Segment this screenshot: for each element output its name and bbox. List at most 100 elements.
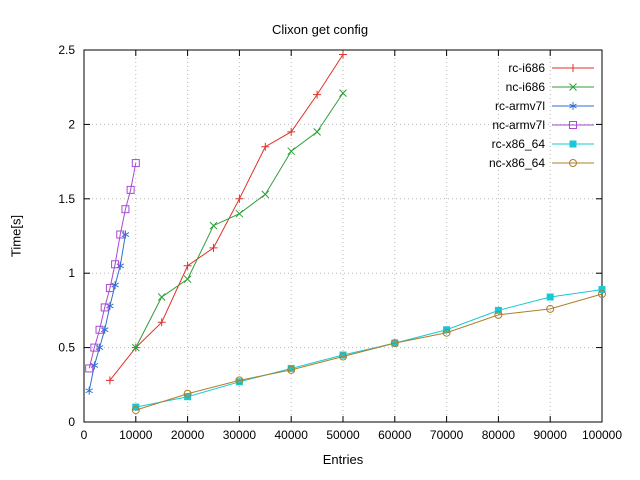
series-line	[88, 234, 126, 391]
x-tick-label: 60000	[378, 428, 412, 442]
marker-cross	[261, 190, 270, 199]
marker-circle-open	[287, 365, 296, 374]
marker-square-filled	[494, 306, 502, 314]
x-axis-label: Entries	[322, 452, 364, 467]
marker-circle-open	[442, 328, 451, 337]
marker-asterisk	[85, 386, 93, 395]
legend-label-nc-armv7l: nc-armv7l	[492, 118, 545, 132]
marker-cross	[235, 209, 244, 218]
marker-square-open	[90, 343, 99, 352]
marker-square-filled	[287, 364, 295, 372]
marker-square-filled	[339, 351, 347, 359]
chart-title: Clixon get config	[271, 22, 369, 37]
marker-plus	[209, 243, 218, 252]
marker-square-open	[95, 325, 104, 334]
marker-cross	[157, 293, 166, 301]
legend: rc-i686 nc-i686 rc-armv7l nc-armv7l rc-x86_6…	[489, 61, 594, 170]
series-rc-armv7l	[85, 230, 130, 395]
marker-circle-open	[339, 352, 347, 361]
marker-circle-open	[183, 389, 192, 398]
x-tick-label: 100000	[582, 428, 622, 442]
legend-label-rc-i686: rc-i686	[508, 61, 545, 75]
marker-cross	[339, 89, 347, 98]
y-tick-label: 1	[68, 266, 75, 280]
x-tick-label: 20000	[171, 428, 205, 442]
series-line	[135, 92, 344, 348]
marker-plus	[261, 142, 270, 151]
x-tick-label: 30000	[223, 428, 257, 442]
marker-square-open	[85, 364, 94, 373]
marker-cross	[209, 221, 218, 230]
marker-square-open	[131, 159, 140, 168]
marker-cross	[569, 83, 577, 91]
legend-label-rc-x86_64: rc-x86_64	[492, 137, 546, 151]
series-line	[135, 289, 603, 408]
marker-circle-open	[131, 406, 140, 415]
series-nc-i686	[131, 89, 347, 352]
marker-square-filled	[598, 286, 606, 294]
marker-square-filled	[546, 293, 554, 301]
series-nc-x86_64	[131, 290, 606, 415]
series-line	[88, 162, 137, 369]
series-rc-x86_64	[132, 286, 606, 411]
marker-asterisk	[116, 261, 125, 270]
marker-asterisk	[95, 343, 104, 352]
marker-asterisk	[111, 281, 119, 290]
y-tick-label: 2	[68, 117, 75, 131]
series-rc-i686	[105, 50, 347, 385]
marker-square-open	[111, 260, 120, 269]
marker-square-filled	[569, 140, 577, 148]
marker-circle-open	[494, 310, 503, 319]
marker-square-filled	[184, 393, 192, 401]
marker-plus	[313, 90, 322, 99]
marker-square-filled	[235, 378, 243, 386]
series-nc-armv7l	[85, 159, 140, 373]
marker-circle-open	[546, 304, 555, 313]
y-tick-label: 2.5	[58, 43, 75, 57]
marker-circle-open	[569, 159, 577, 167]
marker-plus	[339, 50, 347, 59]
marker-asterisk	[106, 301, 114, 310]
marker-asterisk	[100, 325, 109, 334]
marker-plus	[235, 194, 244, 203]
marker-asterisk	[121, 230, 130, 239]
x-tick-label: 40000	[275, 428, 309, 442]
x-tick-label: 10000	[119, 428, 153, 442]
legend-label-rc-armv7l: rc-armv7l	[495, 99, 545, 113]
x-tick-label: 70000	[430, 428, 464, 442]
marker-square-open	[569, 121, 577, 129]
y-tick-label: 1.5	[58, 192, 75, 206]
marker-plus	[183, 261, 192, 270]
x-tick-label: 80000	[482, 428, 516, 442]
marker-circle-open	[390, 339, 399, 348]
marker-cross	[287, 147, 296, 156]
marker-square-open	[105, 284, 114, 293]
marker-square-open	[126, 185, 135, 194]
series-line	[135, 293, 603, 411]
y-tick-label: 0	[68, 415, 75, 429]
marker-square-open	[116, 230, 125, 239]
marker-circle-open	[598, 290, 606, 299]
marker-plus	[105, 376, 114, 385]
marker-plus	[157, 318, 166, 327]
marker-cross	[131, 343, 140, 352]
marker-square-filled	[443, 326, 451, 334]
marker-square-open	[121, 205, 130, 214]
marker-square-filled	[132, 403, 140, 411]
marker-asterisk	[569, 102, 577, 110]
legend-label-nc-x86_64: nc-x86_64	[489, 156, 545, 170]
marker-plus	[569, 64, 577, 72]
marker-asterisk	[90, 361, 99, 370]
x-tick-label: 0	[81, 428, 88, 442]
marker-plus	[287, 127, 296, 136]
x-tick-label: 50000	[326, 428, 360, 442]
marker-square-open	[100, 303, 109, 312]
series-line	[109, 54, 344, 381]
marker-circle-open	[235, 376, 244, 385]
marker-cross	[183, 275, 192, 284]
axes: 0 10000 20000 30000 40000 50000 60000 70000 8000…	[58, 43, 622, 442]
x-tick-label: 90000	[534, 428, 568, 442]
legend-label-nc-i686: nc-i686	[506, 80, 546, 94]
